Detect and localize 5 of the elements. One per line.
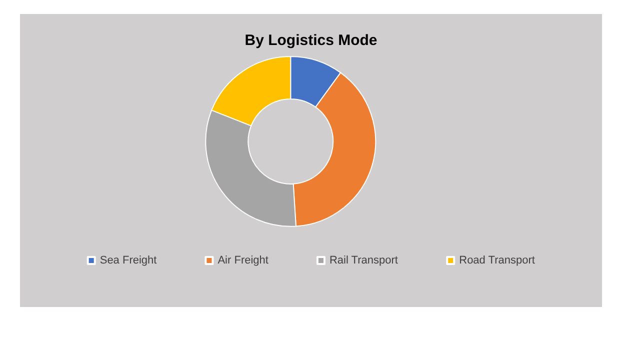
legend-label: Rail Transport <box>329 254 398 266</box>
chart-title: By Logistics Mode <box>244 32 378 49</box>
legend-label: Sea Freight <box>100 254 157 266</box>
legend-label: Road Transport <box>459 254 535 266</box>
legend-label: Air Freight <box>218 254 268 266</box>
